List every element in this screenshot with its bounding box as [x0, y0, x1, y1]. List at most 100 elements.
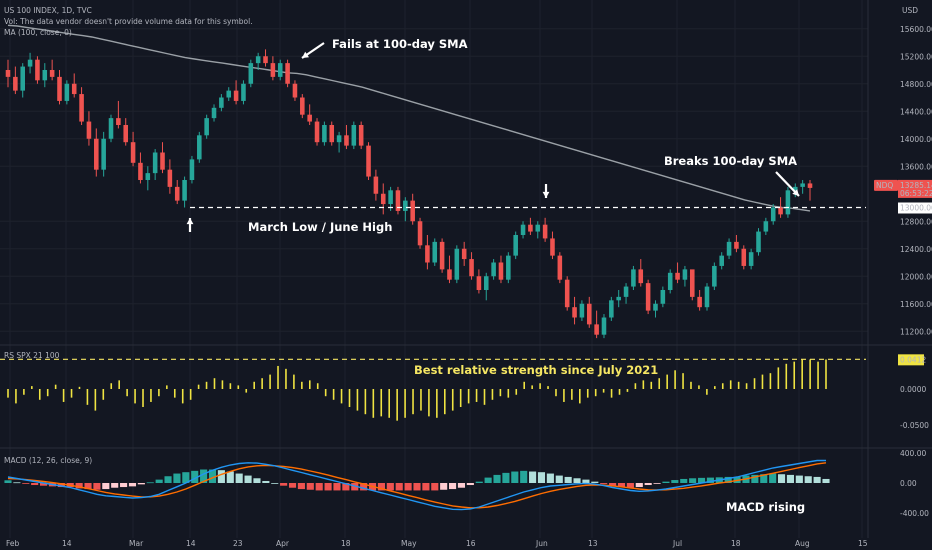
- candle[interactable]: [638, 259, 644, 287]
- candle[interactable]: [277, 59, 283, 81]
- candle[interactable]: [336, 131, 342, 153]
- candle[interactable]: [174, 180, 180, 205]
- macd-histogram-bar[interactable]: [288, 483, 297, 488]
- candle[interactable]: [439, 238, 445, 273]
- candle[interactable]: [86, 111, 92, 146]
- candle[interactable]: [380, 183, 386, 215]
- candle[interactable]: [270, 56, 276, 81]
- candle[interactable]: [454, 245, 460, 284]
- macd-histogram-bar[interactable]: [155, 479, 163, 483]
- macd-histogram-bar[interactable]: [342, 483, 350, 491]
- candle[interactable]: [564, 276, 570, 311]
- candle[interactable]: [79, 87, 84, 125]
- candle[interactable]: [211, 104, 217, 122]
- candle[interactable]: [101, 131, 106, 177]
- candle[interactable]: [189, 155, 195, 184]
- macd-histogram-bar[interactable]: [217, 470, 225, 483]
- relative-strength-pane[interactable]: [0, 358, 866, 421]
- candle[interactable]: [49, 59, 55, 81]
- candle[interactable]: [160, 142, 165, 174]
- macd-histogram-bar[interactable]: [537, 472, 546, 483]
- candle[interactable]: [344, 125, 349, 150]
- macd-histogram-bar[interactable]: [164, 476, 172, 483]
- candle[interactable]: [204, 114, 209, 139]
- candle[interactable]: [689, 269, 695, 301]
- candle[interactable]: [241, 80, 246, 105]
- macd-histogram-bar[interactable]: [146, 482, 154, 484]
- candle[interactable]: [263, 49, 268, 67]
- macd-histogram-bar[interactable]: [777, 474, 786, 483]
- candle[interactable]: [491, 259, 496, 280]
- candle[interactable]: [182, 176, 187, 208]
- macd-histogram-bar[interactable]: [386, 483, 394, 491]
- legend-ma[interactable]: MA (100, close, 0): [4, 28, 72, 37]
- macd-histogram-bar[interactable]: [511, 471, 519, 483]
- candle[interactable]: [64, 80, 70, 105]
- candle[interactable]: [123, 118, 129, 146]
- candle[interactable]: [167, 159, 173, 194]
- candle[interactable]: [506, 252, 511, 284]
- legend-macd[interactable]: MACD (12, 26, close, 9): [4, 456, 93, 465]
- candle[interactable]: [675, 262, 680, 284]
- macd-histogram-bar[interactable]: [520, 470, 528, 483]
- candle[interactable]: [535, 221, 541, 239]
- macd-histogram-bar[interactable]: [208, 469, 217, 484]
- candle[interactable]: [660, 286, 666, 308]
- macd-histogram-bar[interactable]: [653, 483, 661, 484]
- candle[interactable]: [601, 314, 607, 339]
- candle[interactable]: [734, 235, 739, 253]
- macd-histogram-bar[interactable]: [600, 483, 608, 484]
- macd-histogram-bar[interactable]: [226, 471, 234, 483]
- macd-histogram-bar[interactable]: [395, 483, 403, 491]
- macd-histogram-bar[interactable]: [297, 483, 305, 490]
- candle[interactable]: [248, 59, 254, 88]
- macd-histogram-bar[interactable]: [564, 476, 572, 483]
- macd-histogram-bar[interactable]: [546, 473, 554, 483]
- candle[interactable]: [145, 166, 151, 191]
- macd-histogram-bar[interactable]: [591, 481, 599, 483]
- candle[interactable]: [373, 169, 379, 201]
- candle[interactable]: [667, 269, 673, 294]
- candle[interactable]: [42, 63, 48, 88]
- candle[interactable]: [108, 114, 114, 143]
- macd-histogram-bar[interactable]: [689, 478, 697, 483]
- candle[interactable]: [550, 231, 555, 260]
- macd-histogram-bar[interactable]: [271, 483, 279, 484]
- macd-histogram-bar[interactable]: [13, 482, 21, 484]
- candle[interactable]: [785, 186, 791, 218]
- macd-histogram-bar[interactable]: [324, 483, 332, 491]
- macd-histogram-bar[interactable]: [120, 483, 128, 488]
- candle[interactable]: [358, 121, 364, 150]
- macd-histogram-bar[interactable]: [4, 480, 12, 483]
- candle[interactable]: [255, 52, 261, 70]
- macd-histogram-bar[interactable]: [280, 483, 288, 486]
- macd-histogram-bar[interactable]: [333, 483, 341, 491]
- macd-histogram-bar[interactable]: [493, 474, 501, 483]
- candle[interactable]: [807, 180, 813, 201]
- candle[interactable]: [756, 228, 761, 256]
- macd-histogram-bar[interactable]: [22, 483, 30, 484]
- candle[interactable]: [197, 131, 202, 163]
- candle[interactable]: [410, 193, 415, 225]
- macd-histogram-bar[interactable]: [555, 475, 563, 483]
- candle[interactable]: [741, 245, 747, 270]
- macd-histogram-bar[interactable]: [253, 478, 261, 483]
- macd-histogram-bar[interactable]: [440, 483, 448, 490]
- candle[interactable]: [697, 290, 702, 311]
- candle[interactable]: [528, 217, 533, 235]
- macd-histogram-bar[interactable]: [484, 477, 492, 483]
- candle[interactable]: [793, 183, 798, 198]
- macd-histogram-bar[interactable]: [502, 472, 510, 483]
- macd-histogram-bar[interactable]: [466, 483, 474, 486]
- candle[interactable]: [726, 238, 732, 260]
- macd-histogram-bar[interactable]: [31, 483, 39, 486]
- candle[interactable]: [307, 104, 312, 125]
- macd-histogram-bar[interactable]: [75, 483, 83, 489]
- candle[interactable]: [27, 52, 33, 74]
- macd-histogram-bar[interactable]: [377, 483, 385, 491]
- macd-histogram-bar[interactable]: [769, 473, 777, 483]
- candle[interactable]: [594, 310, 599, 339]
- macd-histogram-bar[interactable]: [182, 472, 190, 483]
- candle[interactable]: [417, 217, 423, 249]
